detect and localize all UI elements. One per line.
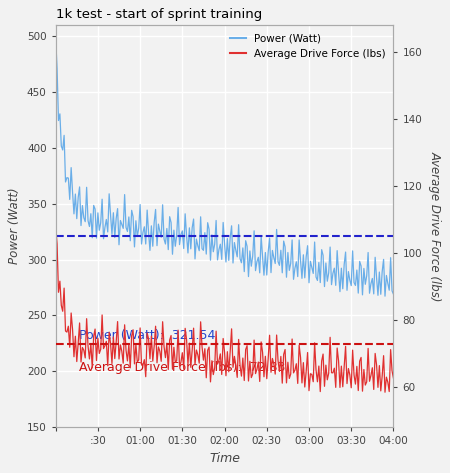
X-axis label: Time: Time [209, 452, 240, 464]
Y-axis label: Average Drive Force (lbs): Average Drive Force (lbs) [429, 151, 441, 301]
Text: 1k test - start of sprint training: 1k test - start of sprint training [56, 9, 262, 21]
Legend: Power (Watt), Average Drive Force (lbs): Power (Watt), Average Drive Force (lbs) [226, 29, 390, 63]
Text: Power (Watt):  321.54: Power (Watt): 321.54 [79, 329, 216, 342]
Y-axis label: Power (Watt): Power (Watt) [9, 188, 21, 264]
Text: Average Drive Force (lbs):  72.83: Average Drive Force (lbs): 72.83 [79, 361, 286, 374]
